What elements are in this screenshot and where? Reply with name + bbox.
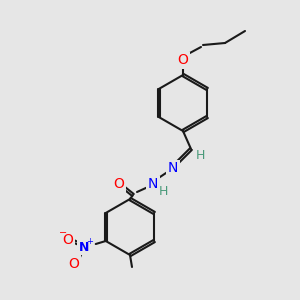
Text: O: O — [68, 256, 79, 271]
Text: N: N — [79, 241, 89, 254]
Text: O: O — [178, 53, 188, 68]
Text: H: H — [195, 149, 205, 162]
Text: N: N — [148, 178, 158, 191]
Text: O: O — [114, 178, 124, 191]
Text: H: H — [158, 185, 168, 198]
Text: N: N — [168, 161, 178, 176]
Text: O: O — [62, 232, 73, 247]
Text: +: + — [86, 236, 93, 245]
Text: −: − — [59, 228, 67, 238]
